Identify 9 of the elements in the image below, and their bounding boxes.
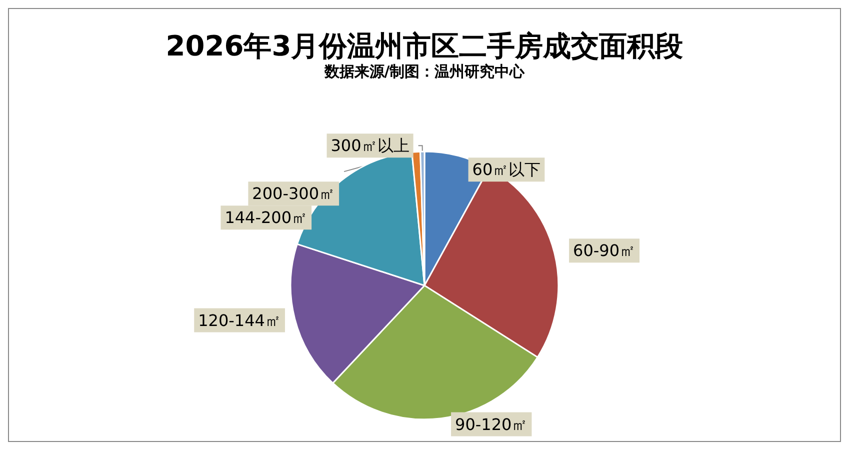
slice-label: 300㎡以上 xyxy=(330,136,410,156)
slice-label: 60-90㎡ xyxy=(573,241,636,260)
slice-label: 120-144㎡ xyxy=(198,310,281,330)
slice-label: 90-120㎡ xyxy=(455,414,528,434)
slice-label: 60㎡以下 xyxy=(472,160,541,180)
slice-label: 200-300㎡ xyxy=(252,184,336,204)
slice-label: 144-200㎡ xyxy=(224,208,308,228)
chart-subtitle: 数据来源/制图：温州研究中心 xyxy=(323,62,526,80)
chart-title: 2026年3月份温州市区二手房成交面积段 xyxy=(166,30,684,62)
